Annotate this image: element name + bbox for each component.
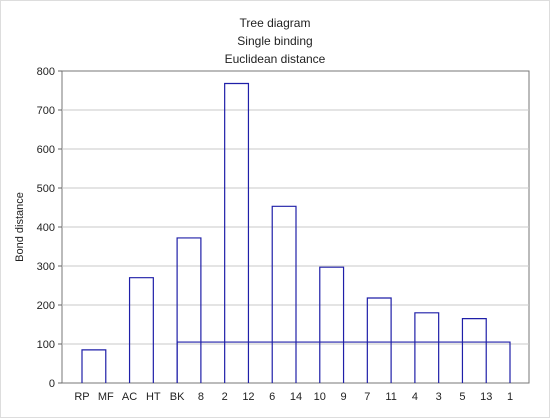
y-axis: 0 100 200 300 400 500 600 700 800 [37,66,62,390]
leaf-label: 10 [314,391,326,403]
leaf-label: RP [74,391,89,403]
leaf-label: 2 [222,391,228,403]
chart-title-line-2: Single binding [237,34,313,48]
leaf-label: HT [146,391,161,403]
y-axis-label: Bond distance [14,192,26,262]
leaf-label: 12 [242,391,254,403]
leaf-label: 14 [290,391,302,403]
y-tick-label: 600 [37,144,55,156]
leaf-label: MF [98,391,114,403]
leaf-label: 7 [364,391,370,403]
leaf-label: 6 [269,391,275,403]
x-axis-leaf-labels: RP MF AC HT BK 8 2 12 6 14 10 9 7 11 4 3 5 13 1 [74,391,513,403]
leaf-label: 3 [436,391,442,403]
y-tick-label: 300 [37,261,55,273]
y-tick-label: 800 [37,66,55,78]
y-tick-label: 200 [37,300,55,312]
dendrogram-links [81,82,511,383]
dendrogram-link [271,205,297,383]
dendrogram-link [176,341,511,383]
y-tick-label: 700 [37,105,55,117]
y-tick-label: 0 [49,378,55,390]
leaf-label: 8 [198,391,204,403]
dendrogram-link [128,277,154,383]
dendrogram-link [414,312,440,383]
dendrogram-link [176,237,202,383]
dendrogram-link [319,266,345,383]
chart-title-line-1: Tree diagram [239,16,311,30]
chart-title-line-3: Euclidean distance [224,52,326,66]
leaf-label: BK [170,391,185,403]
dendrogram-link [366,297,392,383]
leaf-label: 4 [412,391,418,403]
leaf-label: 9 [340,391,346,403]
dendrogram-link [461,318,487,383]
leaf-label: 5 [459,391,465,403]
leaf-label: 13 [480,391,492,403]
y-tick-label: 100 [37,339,55,351]
leaf-label: AC [122,391,137,403]
leaf-label: 1 [507,391,513,403]
dendrogram-link [81,349,107,383]
dendrogram-link [224,82,250,383]
y-tick-label: 500 [37,183,55,195]
y-tick-label: 400 [37,222,55,234]
leaf-label: 11 [385,391,396,403]
